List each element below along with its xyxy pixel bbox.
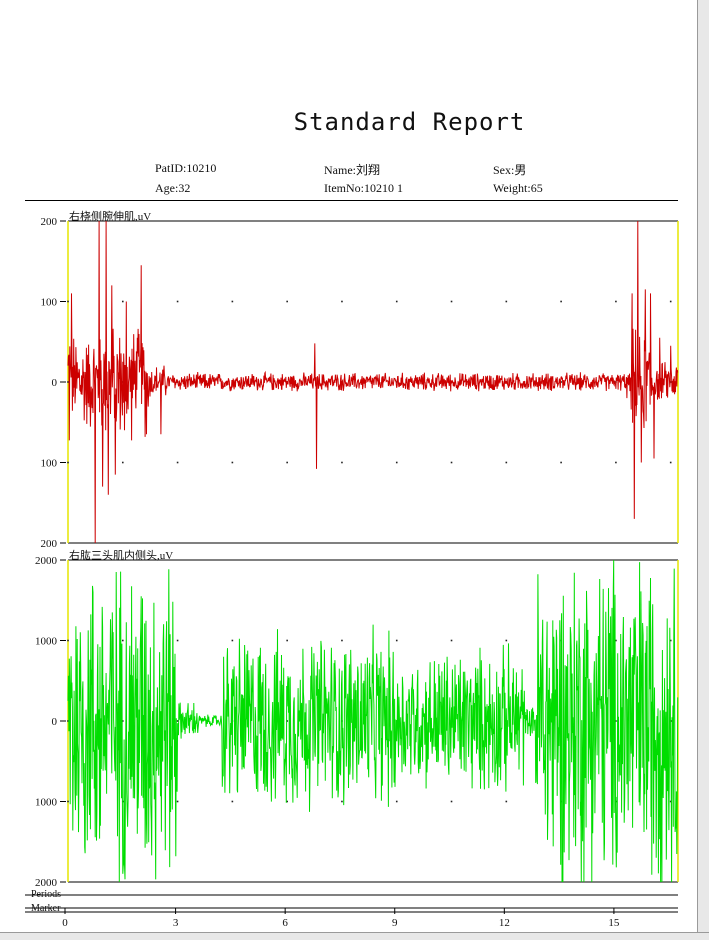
grid-dot (176, 461, 179, 464)
grid-dot (286, 800, 288, 803)
grid-dot (121, 720, 124, 722)
y-tick-label: 1000 (35, 797, 58, 809)
grid-dot (67, 300, 69, 303)
grid-dot (450, 300, 453, 303)
x-tick-label: 0 (62, 917, 68, 929)
grid-dot (505, 639, 508, 642)
grid-dot (341, 461, 343, 464)
x-tick-label: 9 (392, 917, 398, 929)
grid-dot (450, 461, 453, 464)
grid-dot (286, 639, 288, 642)
grid-dot (176, 720, 179, 722)
grid-dot (231, 800, 234, 803)
grid-dot (615, 639, 617, 642)
grid-dot (176, 800, 179, 803)
grid-dot (395, 639, 398, 642)
signal-trace-1 (67, 220, 679, 544)
grid-dot (450, 639, 453, 642)
header-divider (25, 200, 678, 201)
patient-weight: Weight:65 (493, 181, 543, 195)
grid-dot (615, 300, 617, 303)
y-tick-label: 100 (41, 297, 58, 309)
patient-id: PatID:10210 (155, 161, 217, 175)
grid-dot (67, 461, 69, 464)
signal-trace-2 (67, 559, 679, 883)
window-bottom-edge (0, 932, 709, 940)
grid-dot (176, 300, 179, 303)
channel-title-2: 右肱三头肌内侧头,uV (69, 548, 173, 562)
grid-dot (121, 300, 124, 303)
report-title: Standard Report (293, 108, 526, 136)
y-tick-label: 200 (41, 216, 58, 228)
grid-dot (669, 461, 672, 464)
x-tick-label: 12 (499, 917, 510, 929)
grid-dot (669, 300, 672, 303)
grid-dot (341, 639, 343, 642)
chart-panel-2: 2000 1000 0 1000 2000 右肱三头肌内侧头,uV (35, 548, 679, 889)
grid-dot (231, 639, 234, 642)
x-tick-label: 3 (173, 917, 179, 929)
y-tick-label: 200 (41, 538, 58, 550)
grid-dot (67, 639, 69, 642)
grid-dot (560, 461, 562, 464)
grid-dot (286, 720, 288, 722)
grid-dot (67, 800, 69, 803)
item-number: ItemNo:10210 1 (324, 181, 403, 195)
y-tick-label: 0 (52, 716, 58, 728)
marker-label: Marker (31, 903, 61, 914)
grid-dot (505, 461, 508, 464)
grid-dot (121, 639, 124, 642)
grid-dot (341, 800, 343, 803)
y-tick-label: 2000 (35, 877, 58, 889)
grid-dot (669, 800, 672, 803)
grid-dot (395, 461, 398, 464)
patient-age: Age:32 (155, 181, 191, 195)
grid-dot (176, 639, 179, 642)
periods-label: Periods (31, 889, 61, 900)
grid-dot (560, 300, 562, 303)
grid-dot (231, 300, 234, 303)
patient-name: Name:刘翔 (324, 163, 380, 177)
grid-dot (669, 639, 672, 642)
y-tick-label: 1000 (35, 636, 58, 648)
grid-dot (615, 720, 617, 722)
window-scroll-edge[interactable] (697, 0, 709, 940)
grid-dot (560, 381, 562, 383)
y-tick-label: 100 (41, 458, 58, 470)
channel-title-1: 右桡侧腕伸肌,uV (69, 209, 151, 223)
grid-dot (505, 300, 508, 303)
grid-dot (505, 800, 508, 803)
y-tick-label: 0 (52, 377, 58, 389)
grid-dot (395, 300, 398, 303)
chart-panel-1: 200 100 0 100 200 右桡侧腕伸肌,uV (41, 209, 679, 550)
grid-dot (395, 381, 398, 383)
x-tick-label: 15 (608, 917, 620, 929)
grid-dot (67, 720, 69, 722)
grid-dot (286, 461, 288, 464)
grid-dot (286, 300, 288, 303)
x-tick-label: 6 (282, 917, 288, 929)
y-tick-label: 2000 (35, 555, 58, 567)
grid-dot (67, 381, 69, 383)
grid-dot (121, 461, 124, 464)
grid-dot (615, 461, 617, 464)
patient-sex: Sex:男 (493, 163, 527, 177)
grid-dot (395, 800, 398, 803)
grid-dot (341, 300, 343, 303)
grid-dot (231, 461, 234, 464)
grid-dot (450, 800, 453, 803)
